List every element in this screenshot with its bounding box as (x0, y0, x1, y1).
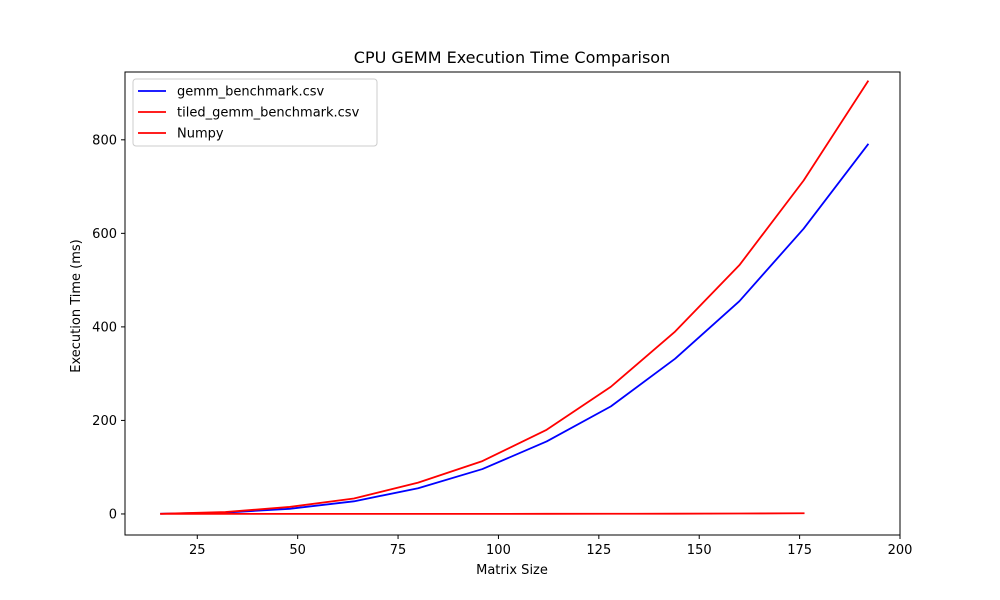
y-tick-label: 400 (92, 320, 117, 335)
y-tick-label: 200 (92, 414, 117, 429)
legend-label-1: tiled_gemm_benchmark.csv (177, 106, 360, 121)
x-tick-label: 25 (189, 543, 206, 558)
x-tick-label: 100 (486, 543, 511, 558)
x-tick-label: 50 (289, 543, 306, 558)
y-tick-label: 800 (92, 133, 117, 148)
y-tick-label: 0 (109, 507, 117, 522)
series-line-0 (160, 143, 870, 515)
ticks: 25 50 75 100 125 150 175 200 0 200 400 600 800 (92, 133, 912, 558)
x-tick-label: 200 (888, 543, 913, 558)
series-line-2 (160, 512, 805, 515)
y-axis-label: Execution Time (ms) (69, 239, 84, 372)
x-tick-label: 125 (586, 543, 611, 558)
x-tick-label: 75 (390, 543, 407, 558)
legend-box (132, 78, 378, 147)
legend: gemm_benchmark.csv tiled_gemm_benchmark.c… (132, 78, 378, 147)
legend-label-2: Numpy (177, 127, 224, 142)
series-line-1 (160, 80, 870, 515)
x-axis-label: Matrix Size (476, 563, 548, 578)
x-tick-label: 175 (787, 543, 812, 558)
chart-title: CPU GEMM Execution Time Comparison (354, 48, 670, 67)
legend-label-0: gemm_benchmark.csv (177, 85, 325, 100)
plot-lines (160, 80, 870, 515)
y-tick-label: 600 (92, 227, 117, 242)
x-tick-label: 150 (687, 543, 712, 558)
axes (124, 71, 901, 536)
axes-frame (124, 71, 901, 536)
